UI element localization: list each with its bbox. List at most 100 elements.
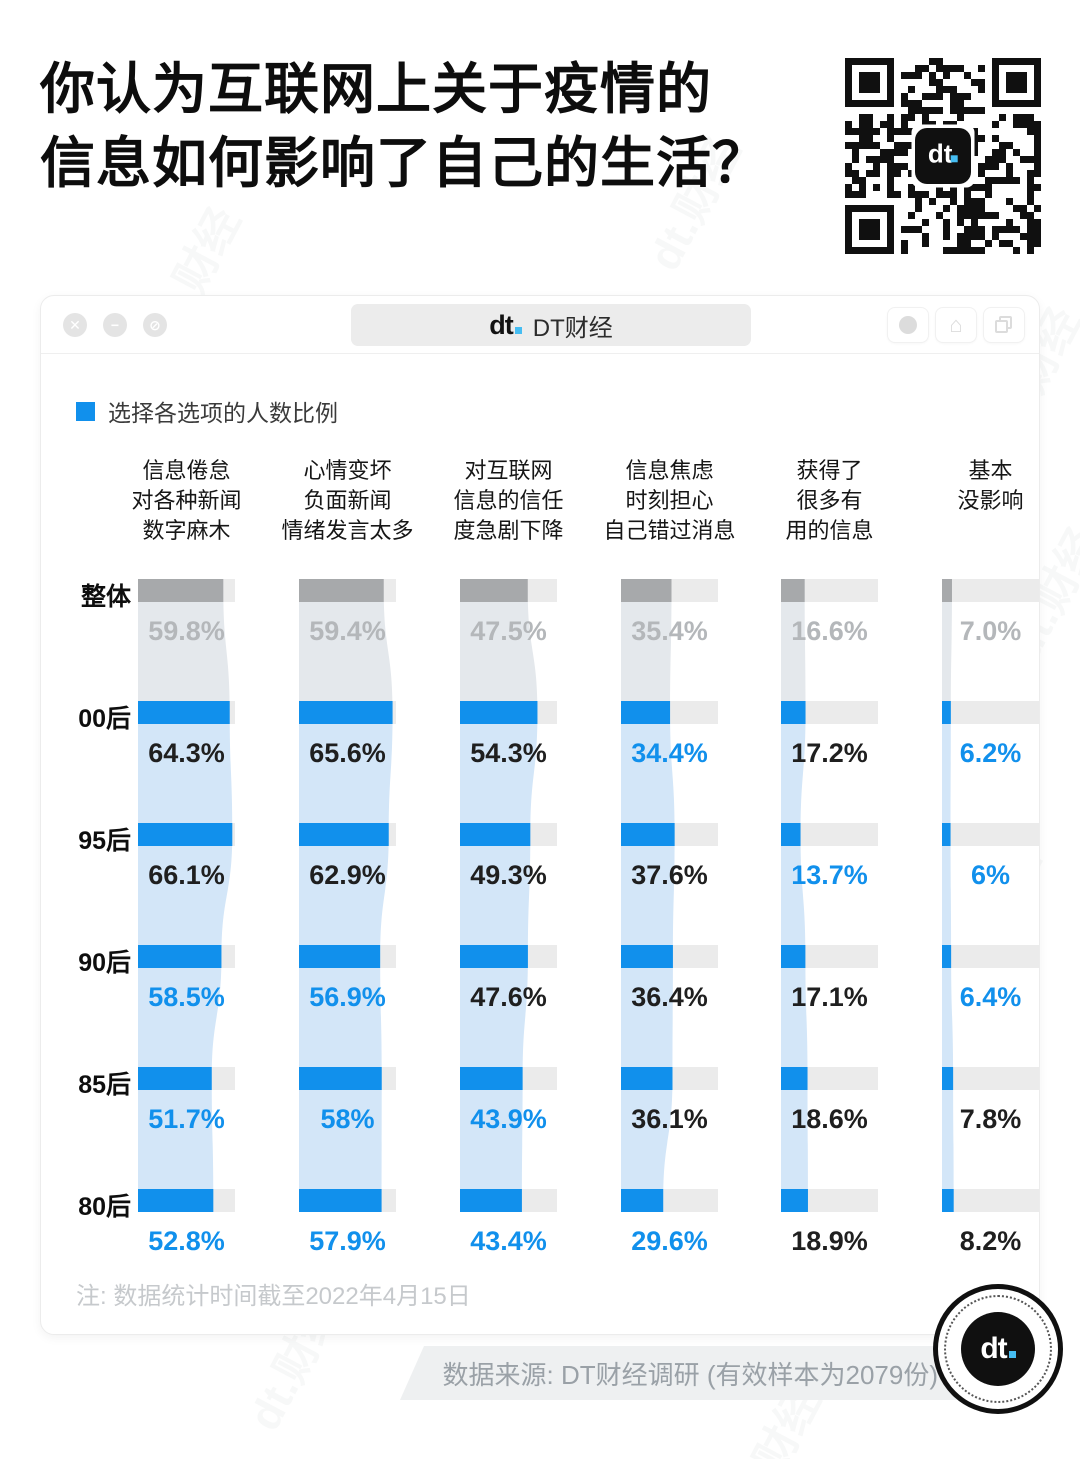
qr-module <box>936 93 943 100</box>
minimize-icon[interactable]: − <box>103 313 127 337</box>
qr-module <box>901 72 908 79</box>
qr-module <box>957 205 964 212</box>
flow-stream <box>942 956 954 1078</box>
dt-logo-core: dt <box>961 1312 1035 1386</box>
qr-module <box>859 72 880 93</box>
qr-module <box>908 100 915 107</box>
qr-module <box>1006 142 1013 149</box>
qr-module <box>950 93 957 100</box>
qr-module <box>894 149 901 156</box>
qr-module <box>999 156 1006 163</box>
bar-track <box>299 1067 396 1090</box>
qr-module <box>908 72 915 79</box>
qr-module <box>1034 149 1041 156</box>
value-label: 6.2% <box>959 738 1022 768</box>
qr-module <box>901 163 908 170</box>
qr-module <box>901 121 908 128</box>
qr-module <box>1027 240 1034 247</box>
qr-module <box>1020 121 1027 128</box>
qr-code: dt <box>845 58 1041 254</box>
column-header: 基本 没影响 <box>906 456 1076 516</box>
record-button[interactable] <box>887 307 929 343</box>
value-label: 64.3% <box>148 738 225 768</box>
qr-module <box>1027 128 1034 135</box>
qr-module <box>992 149 999 156</box>
qr-module <box>964 198 971 205</box>
qr-module <box>957 114 964 121</box>
qr-module <box>964 226 971 233</box>
window-tab-title: DT财经 <box>532 314 613 342</box>
qr-module <box>978 65 985 72</box>
close-icon[interactable]: ✕ <box>63 313 87 337</box>
qr-module <box>1034 163 1041 170</box>
qr-module <box>922 191 929 198</box>
value-label: 58% <box>320 1104 375 1134</box>
bar-fill <box>942 1189 954 1212</box>
qr-module <box>950 198 957 205</box>
flow-stream <box>138 1078 214 1200</box>
bar-fill <box>299 945 381 968</box>
bar-fill <box>781 945 806 968</box>
qr-module <box>985 191 992 198</box>
column-header-line: 获得了 <box>796 458 863 483</box>
source-text: 数据来源: DT财经调研 (有效样本为2079份) <box>442 1359 939 1390</box>
qr-module <box>859 135 866 142</box>
value-label: 54.3% <box>470 738 547 768</box>
flow-stream <box>299 1078 382 1200</box>
home-button[interactable]: ⌂ <box>935 307 977 343</box>
bar-track <box>621 1189 718 1212</box>
tabs-button[interactable] <box>983 307 1025 343</box>
qr-module <box>852 170 859 177</box>
bar-fill <box>138 579 224 602</box>
footnote: 注: 数据统计时间截至2022年4月15日 <box>76 1283 471 1310</box>
qr-module <box>887 177 894 184</box>
window-tab[interactable]: dt DT财经 <box>351 304 751 346</box>
qr-module <box>1027 226 1034 233</box>
value-label: 59.8% <box>148 616 225 646</box>
qr-module <box>1034 170 1041 177</box>
qr-pattern: dt <box>845 58 1041 254</box>
value-label: 36.1% <box>631 1104 708 1134</box>
qr-module <box>915 128 971 184</box>
column-header-line: 基本 <box>968 458 1013 483</box>
flow-stream <box>138 590 230 712</box>
qr-module <box>845 163 852 170</box>
qr-module <box>929 93 936 100</box>
qr-module <box>873 128 880 135</box>
qr-module <box>1013 226 1020 233</box>
block-icon[interactable]: ⊘ <box>143 313 167 337</box>
qr-module <box>859 184 866 191</box>
value-label: 17.1% <box>791 982 868 1012</box>
bar-fill <box>781 701 806 724</box>
qr-module <box>1034 226 1041 233</box>
qr-module <box>1006 170 1013 177</box>
bar-fill <box>460 701 538 724</box>
flow-stream <box>942 834 952 956</box>
qr-module <box>1027 170 1034 177</box>
qr-module <box>901 114 908 121</box>
qr-module <box>1020 205 1027 212</box>
flow-stream <box>460 956 528 1078</box>
qr-module <box>873 184 880 191</box>
qr-module <box>929 107 936 114</box>
row-label: 整体 <box>80 583 131 611</box>
bar-track <box>781 945 878 968</box>
bar-track <box>781 701 878 724</box>
qr-module <box>873 170 880 177</box>
flow-stream <box>621 712 675 834</box>
row-label: 00后 <box>78 705 131 733</box>
qr-module <box>1034 128 1041 135</box>
qr-module <box>992 156 999 163</box>
qr-module <box>1006 163 1013 170</box>
value-label: 29.6% <box>631 1226 708 1256</box>
qr-module <box>915 205 922 212</box>
qr-module <box>1006 240 1013 247</box>
qr-module <box>957 212 964 219</box>
bar-track <box>138 579 235 602</box>
value-label: 51.7% <box>148 1104 225 1134</box>
qr-module <box>1006 219 1013 226</box>
flow-stream <box>942 590 952 712</box>
qr-module <box>957 65 964 72</box>
qr-module <box>985 163 992 170</box>
column-header-line: 情绪发言太多 <box>281 518 414 543</box>
